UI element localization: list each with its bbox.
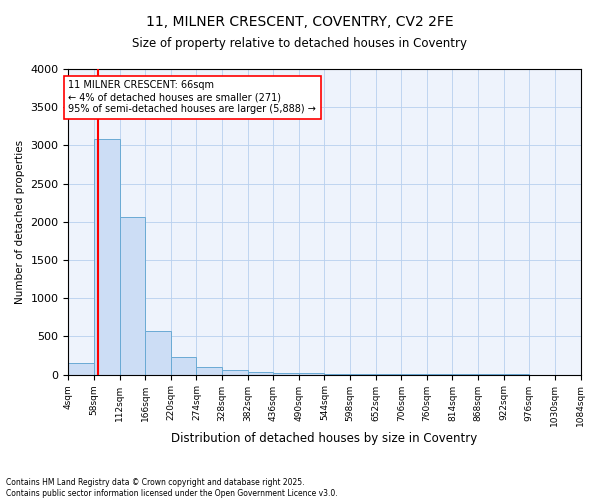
Bar [248,372,273,374]
Bar [94,140,119,374]
Bar [119,217,145,374]
Text: Size of property relative to detached houses in Coventry: Size of property relative to detached ho… [133,38,467,51]
Bar [171,356,196,374]
X-axis label: Distribution of detached houses by size in Coventry: Distribution of detached houses by size … [172,432,478,445]
Y-axis label: Number of detached properties: Number of detached properties [15,140,25,304]
Bar [145,331,171,374]
Bar [68,363,94,374]
Bar [196,367,222,374]
Bar [222,370,248,374]
Bar [273,373,299,374]
Text: Contains HM Land Registry data © Crown copyright and database right 2025.
Contai: Contains HM Land Registry data © Crown c… [6,478,338,498]
Text: 11, MILNER CRESCENT, COVENTRY, CV2 2FE: 11, MILNER CRESCENT, COVENTRY, CV2 2FE [146,15,454,29]
Text: 11 MILNER CRESCENT: 66sqm
← 4% of detached houses are smaller (271)
95% of semi-: 11 MILNER CRESCENT: 66sqm ← 4% of detach… [68,80,316,114]
